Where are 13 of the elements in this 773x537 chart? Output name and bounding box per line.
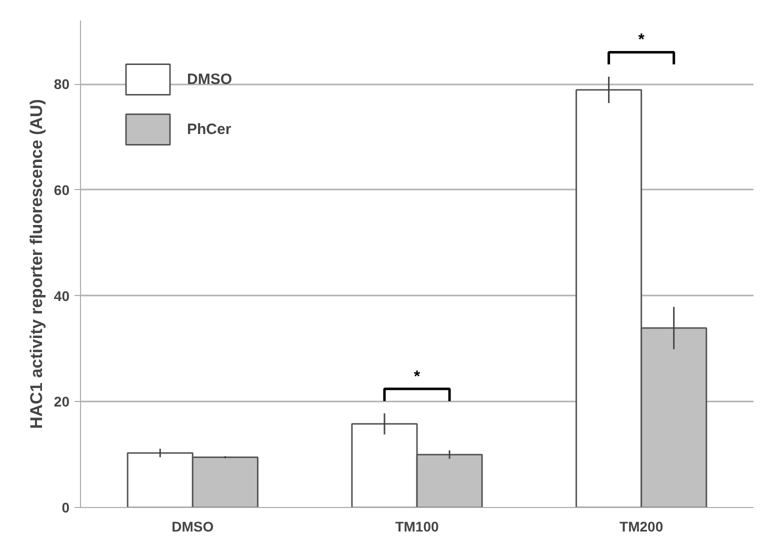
x-tick-label: DMSO [172,518,214,534]
annotation: * [414,368,421,386]
legend-label: PhCer [187,120,232,138]
annotation: * [638,32,646,49]
y-tick-label: 20 [54,394,70,410]
y-tick-label: 60 [54,182,70,198]
x-tick-label: TM200 [620,518,664,534]
y-tick-label: 0 [62,500,70,516]
y-axis-title: HAC1 activity reporter fluorescence (AU) [26,99,46,429]
legend-label: DMSO [187,70,232,88]
y-tick-label: 40 [54,288,70,304]
x-tick-label: TM100 [395,518,439,534]
y-tick-label: 80 [54,76,70,92]
